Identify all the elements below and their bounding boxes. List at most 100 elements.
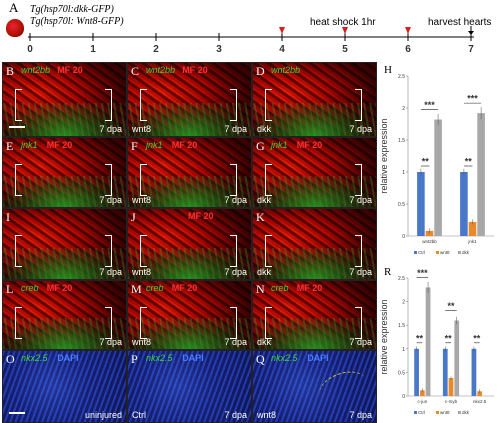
bar: [414, 348, 419, 396]
timepoint-label: 7 dpa: [99, 124, 122, 134]
panel-letter: J: [131, 210, 136, 224]
panel-letter: G: [256, 139, 265, 153]
category-label: nkx2.5: [473, 399, 487, 404]
y-tick-label: 0.5: [398, 202, 405, 208]
timepoint-label: 7 dpa: [99, 267, 122, 277]
legend-label: dkk: [462, 250, 470, 255]
bar: [442, 348, 448, 396]
legend-swatch: [458, 251, 461, 254]
gene-label: creb: [271, 283, 289, 293]
chart-panel-letter: R: [384, 266, 392, 278]
gene-label: wnt2bb: [146, 65, 176, 75]
wound-bracket-left: [15, 164, 22, 196]
y-tick-label: 2.5: [398, 276, 405, 282]
green-signal-region: [3, 247, 126, 279]
wound-bracket-left: [265, 164, 272, 196]
wound-bracket-left: [15, 235, 22, 267]
y-tick-label: 1: [402, 170, 405, 176]
wound-bracket-left: [15, 307, 22, 339]
panel-letter: K: [256, 210, 265, 224]
wound-bracket-right: [355, 235, 362, 267]
stain-label: MF 20: [171, 283, 198, 293]
timeline-tick-label: 0: [27, 44, 33, 55]
heat-shock-label: heat shock 1hr: [310, 17, 376, 28]
gene-label: nkx2.5: [21, 353, 48, 363]
gene-label: jnk1: [146, 140, 163, 150]
wound-bracket-right: [355, 89, 362, 121]
gene-label: jnk1: [271, 140, 288, 150]
significance-label: **: [465, 157, 473, 167]
green-signal-region: [3, 175, 126, 207]
condition-label: Ctrl: [132, 410, 146, 420]
panel-letter: Q: [256, 352, 265, 366]
significance-label: **: [473, 333, 481, 343]
legend-label: wnt8: [440, 410, 450, 415]
wound-bracket-right: [355, 307, 362, 339]
wound-bracket-right: [105, 307, 112, 339]
wound-bracket-left: [140, 164, 147, 196]
category-label: jnk1: [467, 239, 477, 244]
y-tick-label: 0: [402, 394, 405, 400]
timeline-tick-label: 4: [279, 44, 285, 55]
timepoint-label: 7 dpa: [224, 410, 247, 420]
stain-label: MF 20: [296, 140, 323, 150]
wound-bracket-right: [230, 235, 237, 267]
wound-bracket-left: [15, 89, 22, 121]
category-label: wnt2bb: [422, 239, 437, 244]
timeline-tick-label: 1: [90, 44, 96, 55]
gene-label: jnk1: [21, 140, 38, 150]
green-signal-region: [253, 318, 376, 349]
timepoint-label: 7 dpa: [224, 267, 247, 277]
condition-label: wnt8: [132, 124, 152, 134]
legend-label: Ctrl: [418, 250, 425, 255]
wound-bracket-left: [140, 307, 147, 339]
stain-label: MF 20: [182, 65, 208, 75]
panel-letter: D: [256, 64, 265, 78]
gene-label: wnt2bb: [21, 65, 51, 75]
y-tick-label: 1.5: [398, 323, 405, 329]
panel-letter: B: [6, 64, 15, 78]
wound-bracket-right: [105, 89, 112, 121]
wound-bracket-right: [230, 307, 237, 339]
bar: [434, 119, 442, 236]
bar: [477, 113, 485, 236]
panel-a: A Tg(hsp70l:dkk-GFP) Tg(hsp70l: Wnt8-GFP…: [0, 0, 500, 60]
gene-label: wnt2bb: [271, 65, 301, 75]
significance-label: **: [416, 333, 424, 343]
condition-label: dkk: [257, 267, 272, 277]
gene-label: creb: [21, 283, 39, 293]
y-tick-label: 2.5: [398, 74, 405, 80]
timepoint-label: 7 dpa: [224, 195, 247, 205]
significance-label: ***: [467, 94, 478, 104]
y-tick-label: 2: [402, 300, 405, 306]
legend-swatch: [414, 411, 417, 414]
panel-letter: N: [256, 282, 265, 296]
bar: [419, 390, 425, 396]
scale-bar: [9, 126, 25, 128]
condition-label: wnt8: [132, 267, 152, 277]
heat-shock-arrow: [405, 27, 411, 34]
green-signal-region: [253, 247, 376, 279]
green-signal-region: [3, 103, 126, 136]
condition-label: dkk: [257, 337, 272, 347]
timepoint-label: 7 dpa: [349, 410, 372, 420]
y-axis-label: relative expression: [379, 299, 389, 374]
stain-label: DAPI: [307, 353, 329, 363]
bar: [468, 221, 477, 236]
timepoint-label: 7 dpa: [224, 337, 247, 347]
timepoint-label: 7 dpa: [224, 124, 247, 134]
transgenic-line-dkk: Tg(hsp70l:dkk-GFP): [30, 4, 114, 15]
panel-letter: M: [131, 282, 142, 296]
bar: [471, 348, 477, 396]
timeline-tick-label: 3: [216, 44, 222, 55]
stain-label: MF 20: [188, 211, 214, 221]
wound-bracket-right: [105, 235, 112, 267]
